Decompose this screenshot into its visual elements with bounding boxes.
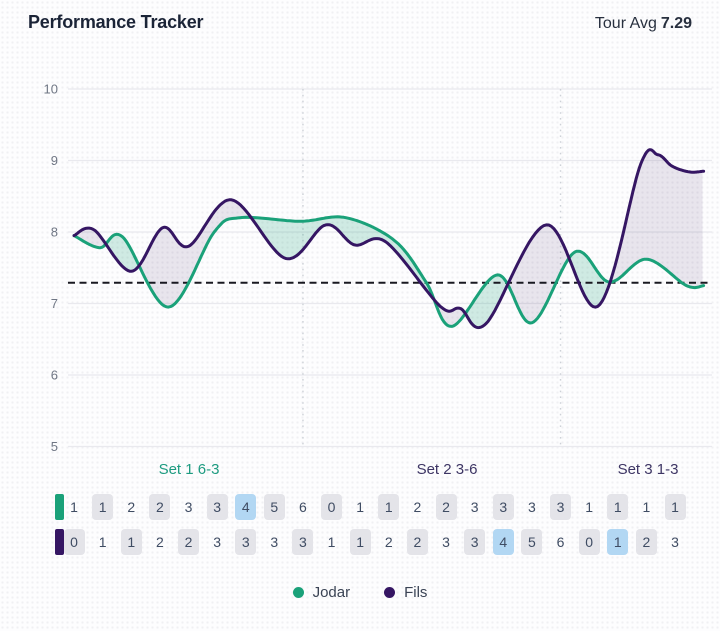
score-cell: 2 — [635, 529, 657, 555]
set-2-label: Set 2 3-6 — [416, 461, 478, 478]
score-cell: 3 — [235, 529, 257, 555]
score-cell: 1 — [98, 534, 107, 550]
jodar-row-indicator — [55, 494, 64, 520]
score-cell: 4 — [492, 529, 514, 555]
score-cell: 0 — [578, 529, 600, 555]
score-cell: 3 — [206, 494, 228, 520]
score-cell: 2 — [406, 529, 428, 555]
jodar-momentum-line — [72, 215, 706, 328]
score-cell: 2 — [149, 494, 171, 520]
score-cell: 6 — [556, 534, 565, 550]
score-cell: 1 — [120, 529, 142, 555]
score-cell: 1 — [664, 494, 686, 520]
score-cell: 1 — [70, 499, 78, 515]
score-cell: 1 — [607, 529, 629, 555]
score-cell: 3 — [292, 529, 314, 555]
score-cell: 5 — [263, 494, 285, 520]
score-cell: 3 — [184, 499, 193, 515]
set-3-label: Set 3 1-3 — [617, 461, 679, 478]
score-cell: 2 — [384, 534, 393, 550]
momentum-chart: 10 9 8 7 6 5 — [44, 82, 712, 454]
tour-avg: Tour Avg 7.29 — [595, 15, 692, 33]
set-1-label: Set 1 6-3 — [158, 461, 220, 478]
score-cell: 1 — [378, 494, 400, 520]
tour-avg-label: Tour Avg — [594, 15, 657, 32]
score-cell: 3 — [671, 534, 679, 550]
y-axis-tick-label: 5 — [51, 439, 58, 454]
score-cell: 3 — [550, 494, 572, 520]
chart-legend: Jodar Fils — [0, 584, 720, 601]
score-cell: 2 — [177, 529, 199, 555]
tour-avg-value: 7.29 — [660, 15, 692, 32]
y-axis-tick-label: 10 — [44, 82, 58, 97]
score-cell: 2 — [435, 494, 457, 520]
jodar-legend-dot — [292, 587, 304, 598]
score-cell: 3 — [492, 494, 514, 520]
score-cell: 3 — [528, 499, 536, 515]
score-cell: 0 — [63, 529, 85, 555]
score-cell: 1 — [642, 499, 651, 515]
y-axis-tick-label: 7 — [51, 296, 58, 311]
score-cell: 1 — [349, 529, 371, 555]
legend-item-jodar[interactable]: Jodar — [292, 584, 351, 601]
score-cell: 1 — [327, 534, 336, 550]
y-axis-tick-label: 9 — [51, 153, 58, 168]
score-cell: 3 — [270, 534, 279, 550]
score-cell: 3 — [470, 499, 479, 515]
score-cell: 5 — [521, 529, 543, 555]
score-cell: 1 — [585, 499, 594, 515]
score-cell: 2 — [413, 499, 422, 515]
fils-legend-dot — [384, 587, 396, 598]
score-cell: 3 — [442, 534, 450, 550]
legend-item-fils[interactable]: Fils — [384, 584, 427, 601]
fils-row-indicator — [55, 529, 64, 555]
fils-legend-label: Fils — [404, 584, 428, 601]
y-axis-tick-label: 8 — [51, 225, 58, 240]
jodar-legend-label: Jodar — [312, 584, 351, 601]
score-cell: 1 — [92, 494, 114, 520]
score-cell: 3 — [213, 534, 221, 550]
score-cell: 2 — [127, 499, 136, 515]
y-axis-tick-label: 6 — [51, 368, 58, 383]
fils-momentum-line — [72, 148, 706, 330]
score-cell: 4 — [235, 494, 257, 520]
score-cell: 1 — [607, 494, 629, 520]
score-cell: 2 — [155, 534, 164, 550]
score-cell: 3 — [464, 529, 486, 555]
score-cell: 0 — [321, 494, 343, 520]
page-title: Performance Tracker — [28, 12, 204, 32]
score-cell: 6 — [299, 499, 307, 515]
score-cell: 1 — [356, 499, 365, 515]
